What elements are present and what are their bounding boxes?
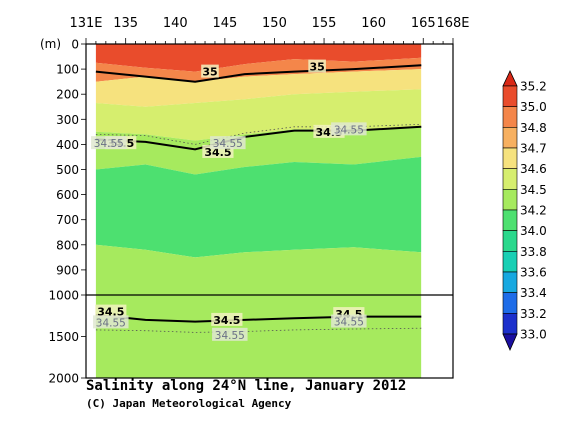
no-data-area [421,44,453,295]
contour-label: 34.5 [204,146,231,159]
y-tick-label: 2000 [48,372,79,386]
contour-label-bg [210,136,246,150]
colorbar-segment [502,209,518,231]
contour-label-bg [93,315,129,329]
salinity-band [95,69,422,107]
y-tick-label: 900 [56,263,79,277]
contour-label: 34.55 [96,317,126,329]
contour-label: 35 [202,66,217,79]
colorbar-label: 35.0 [520,100,547,114]
contour-label: 34.55 [213,138,243,150]
colorbar-bottom-arrow [502,333,518,351]
y-tick-label: 1500 [48,330,79,344]
colorbar-segment [502,313,518,335]
y-tick-label: 200 [56,88,79,102]
colorbar-segment [502,85,518,107]
x-tick-label: 160 [361,16,386,31]
contour-label-bg [91,136,127,150]
colorbar-top-arrow [502,70,518,87]
colorbar-label: 33.4 [520,286,547,300]
y-tick-label: 600 [56,188,79,202]
colorbar-label: 34.5 [520,183,547,197]
contour-label: 35 [309,61,324,74]
colorbar-label: 34.0 [520,224,547,238]
y-tick-label: 800 [56,238,79,252]
salinity-band-deep [95,295,422,378]
colorbar-label: 34.8 [520,121,547,135]
contour-label-bg [212,327,248,341]
contour-label-bg [331,314,367,328]
y-tick-label: 100 [56,63,79,77]
y-tick-label: 300 [56,113,79,127]
contour-label: 34.55 [215,330,245,342]
colorbar-label: 33.2 [520,307,547,321]
x-tick-label: 135 [113,16,138,31]
colorbar-segment [502,168,518,190]
x-tick-label: 131E [69,16,102,31]
contour-label-bg [211,312,243,326]
colorbar-segment [502,230,518,252]
contour-line [95,64,422,83]
contour-label: 34.55 [334,317,364,329]
colorbar-label: 34.6 [520,162,547,176]
no-data-area [421,295,453,378]
plot-frame [85,43,454,379]
colorbar-label: 33.8 [520,245,547,259]
colorbar-label: 33.6 [520,266,547,280]
contour-label-bg [308,59,326,73]
x-tick-label: 150 [262,16,287,31]
salinity-band [95,44,422,72]
x-tick-label: 165 [411,16,436,31]
y-tick-label: 400 [56,138,79,152]
chart-title: Salinity along 24°N line, January 2012 [86,378,407,394]
colorbar-label: 34.7 [520,142,547,156]
contour-label-bg [95,304,127,318]
contour-label-bg [201,64,219,78]
colorbar-segment [502,271,518,293]
y-tick-label: 1000 [48,289,79,303]
colorbar-label: 33.0 [520,328,547,342]
contour-label: 34.55 [94,138,124,150]
contour-label: 34.5 [97,306,124,319]
salinity-band [95,57,422,82]
y-tick-label: 700 [56,213,79,227]
colorbar-segment [502,292,518,314]
y-axis-unit: (m) [40,37,61,51]
chart-credit: (C) Japan Meteorological Agency [86,397,292,410]
salinity-band [95,244,422,295]
y-tick-label: 0 [71,38,79,52]
colorbar-segment [502,127,518,149]
x-tick-label: 140 [163,16,188,31]
colorbar-label: 35.2 [520,80,547,94]
salinity-band [95,126,422,175]
colorbar-label: 34.2 [520,204,547,218]
contour-label: 34.55 [334,124,364,136]
colorbar-segment [502,147,518,169]
colorbar-segment [502,106,518,128]
x-tick-label: 145 [212,16,237,31]
contour-label: 34.5 [213,314,240,327]
colorbar-segment [502,251,518,273]
salinity-band [95,156,422,258]
x-tick-label: 155 [312,16,337,31]
x-tick-label: 168E [436,16,469,31]
colorbar-segment [502,189,518,211]
contour-label-bg [331,122,367,136]
y-tick-label: 500 [56,163,79,177]
